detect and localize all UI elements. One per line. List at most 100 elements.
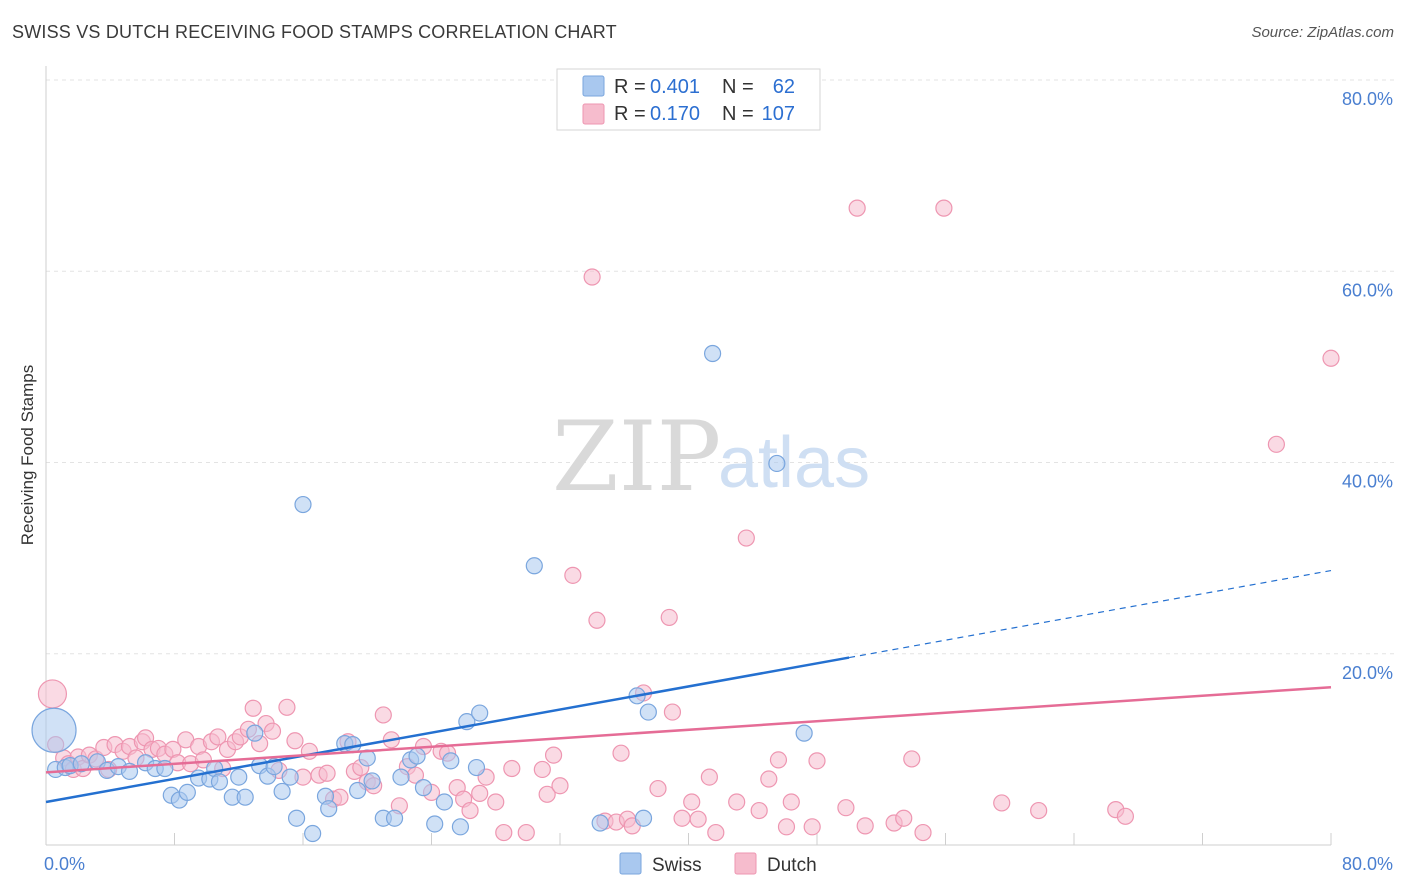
swiss-point — [178, 783, 196, 802]
dutch-point — [1116, 807, 1135, 825]
swiss-point — [795, 724, 813, 742]
dutch-point — [683, 793, 701, 811]
swiss-point — [639, 703, 657, 721]
swiss-point — [471, 704, 489, 722]
swiss-point — [768, 454, 786, 473]
dutch-point — [471, 784, 489, 802]
bottom-legend-dutch: Dutch — [767, 855, 817, 876]
bottom-legend: Swiss Dutch — [619, 852, 817, 876]
dutch-point — [649, 779, 667, 798]
dutch-point — [588, 611, 606, 629]
swiss-point — [634, 809, 653, 827]
dutch-point — [374, 706, 392, 724]
swiss-point — [442, 752, 460, 770]
swiss-point — [210, 773, 229, 791]
dutch-point — [37, 679, 68, 709]
dutch-point — [1267, 435, 1285, 453]
legend-swiss-r-label: R = — [614, 76, 646, 98]
dutch-point — [707, 823, 725, 842]
source-label: Source: ZipAtlas.com — [1251, 24, 1394, 41]
chart-title: SWISS VS DUTCH RECEIVING FOOD STAMPS COR… — [12, 22, 617, 42]
swiss-point — [426, 815, 444, 833]
dutch-trend-line — [45, 685, 1332, 774]
swiss-point — [408, 747, 426, 765]
dutch-point — [551, 777, 569, 795]
legend-swatch-dutch — [582, 103, 605, 125]
swiss-point — [236, 788, 254, 806]
dutch-point — [760, 770, 778, 788]
dutch-point — [782, 793, 800, 811]
dutch-point — [903, 750, 921, 768]
dutch-point — [673, 809, 691, 827]
dutch-point — [737, 529, 755, 547]
swiss-point — [591, 814, 609, 832]
dutch-point — [263, 722, 282, 740]
dutch-point — [856, 817, 874, 835]
legend-dutch-n-label: N = — [722, 103, 754, 125]
dutch-point — [517, 823, 535, 842]
dutch-point — [503, 759, 521, 778]
dutch-point — [461, 801, 479, 820]
swiss-point — [385, 809, 404, 827]
dutch-point — [544, 746, 563, 764]
dutch-point — [300, 742, 319, 760]
swiss-trend-line — [45, 656, 850, 804]
dutch-point — [803, 818, 821, 836]
bottom-legend-swiss: Swiss — [652, 855, 702, 876]
swiss-point — [435, 793, 453, 811]
swiss-point — [414, 779, 433, 797]
swiss-point — [287, 809, 306, 827]
dutch-points — [37, 199, 1340, 842]
dutch-point — [808, 752, 826, 770]
dutch-point — [1030, 801, 1048, 820]
dutch-point — [777, 818, 796, 836]
swiss-point — [230, 768, 248, 786]
dutch-point — [750, 801, 768, 820]
dutch-point — [700, 768, 718, 786]
swiss-point — [703, 344, 722, 363]
x-tick-label-min: 0.0% — [44, 854, 85, 874]
swiss-point — [349, 781, 367, 800]
swiss-point — [392, 768, 410, 786]
tick-labels: 20.0% 40.0% 60.0% 80.0% 0.0% 80.0% — [44, 89, 1393, 874]
legend-swiss-n-value: 62 — [773, 76, 795, 98]
swiss-point — [281, 768, 299, 786]
y-tick-label: 20.0% — [1342, 663, 1393, 683]
dutch-point — [837, 799, 855, 817]
legend-swiss-r-value: 0.401 — [650, 76, 700, 98]
dutch-point — [935, 199, 953, 217]
dutch-point — [612, 744, 630, 762]
watermark-atlas: atlas — [718, 423, 870, 503]
y-tick-label: 80.0% — [1342, 89, 1393, 109]
legend-dutch-n-value: 107 — [762, 103, 795, 125]
swiss-point — [320, 800, 338, 818]
dutch-point — [895, 809, 913, 827]
dutch-point — [993, 794, 1011, 812]
dutch-point — [533, 760, 551, 779]
swiss-point — [363, 772, 381, 790]
dutch-point — [495, 823, 513, 842]
dutch-point — [660, 608, 678, 627]
dutch-point — [278, 698, 296, 716]
dutch-point — [848, 199, 866, 217]
swiss-point — [273, 782, 291, 801]
dutch-point — [583, 268, 601, 286]
dutch-point — [769, 751, 788, 769]
swiss-point — [525, 557, 543, 575]
swiss-point — [294, 495, 312, 514]
dutch-point — [286, 732, 304, 750]
x-tick-label-max: 80.0% — [1342, 854, 1393, 874]
dutch-point — [487, 793, 505, 811]
swiss-point — [31, 707, 77, 753]
trend-lines — [45, 569, 1332, 804]
swiss-point — [246, 724, 264, 742]
dutch-point — [318, 764, 336, 782]
dutch-point — [914, 823, 932, 842]
legend-box: R = 0.401 N = 62 R = 0.170 N = 107 — [556, 68, 821, 131]
legend-dutch-r-value: 0.170 — [650, 103, 700, 125]
dutch-point — [689, 810, 707, 828]
bottom-legend-swatch-dutch — [734, 852, 757, 875]
y-tick-label: 60.0% — [1342, 280, 1393, 300]
swiss-points — [31, 344, 813, 843]
